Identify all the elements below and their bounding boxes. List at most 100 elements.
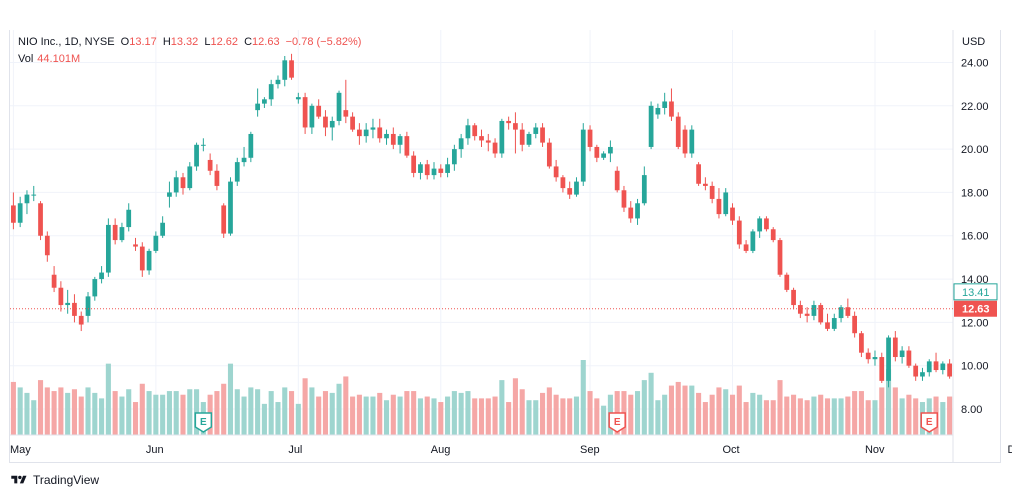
- volume-bar: [648, 372, 654, 435]
- symbol-label[interactable]: NIO Inc., 1D, NYSE: [18, 36, 115, 48]
- volume-bar: [601, 405, 607, 435]
- volume-bar: [44, 387, 50, 435]
- volume-bar: [899, 398, 905, 435]
- volume-bar: [886, 369, 892, 435]
- candle-body: [472, 125, 478, 137]
- candle-body: [804, 313, 810, 316]
- candle-body: [791, 289, 796, 306]
- volume-bar: [370, 396, 376, 435]
- high-label: H: [162, 36, 171, 48]
- volume-bar: [729, 394, 736, 435]
- candle-body: [601, 153, 606, 158]
- volume-bar: [411, 391, 417, 435]
- candle-body: [207, 159, 213, 171]
- candle-body: [282, 60, 288, 80]
- y-tick-label: 16.00: [961, 231, 989, 243]
- earnings-icon: [194, 412, 213, 433]
- x-tick-label: Dec: [1007, 444, 1012, 456]
- volume-bar: [824, 398, 831, 435]
- tradingview-attribution[interactable]: TradingView: [10, 473, 99, 487]
- volume-bar: [112, 391, 118, 435]
- candle-body: [262, 99, 267, 104]
- volume-bar: [356, 394, 362, 435]
- volume-bar: [628, 394, 634, 435]
- volume-bar: [377, 392, 383, 435]
- candle-body: [614, 170, 620, 191]
- volume-bar: [255, 389, 261, 435]
- volume-bar: [757, 394, 763, 435]
- volume-bar: [153, 394, 159, 435]
- volume-bar: [451, 391, 457, 435]
- candle-body: [112, 224, 118, 241]
- volume-bar: [770, 400, 776, 435]
- candle-body: [357, 129, 362, 137]
- candle-body: [302, 97, 308, 128]
- candle-body: [580, 129, 586, 182]
- volume-bar: [71, 389, 77, 435]
- y-tick-label: 10.00: [961, 361, 989, 373]
- candle-body: [180, 177, 186, 189]
- volume-bar: [350, 396, 356, 435]
- earnings-marker[interactable]: E: [608, 412, 626, 433]
- volume-bar: [17, 387, 23, 435]
- price-tag-up-box: [953, 283, 998, 301]
- candle-body: [92, 279, 98, 297]
- candle-body: [770, 229, 776, 241]
- open-label: O: [120, 36, 130, 48]
- volume-bar: [716, 387, 722, 435]
- volume-bar: [540, 392, 546, 435]
- x-tick-label: Nov: [865, 444, 885, 456]
- volume-bar: [275, 402, 281, 435]
- volume-bar: [465, 391, 471, 435]
- candle-body: [458, 138, 464, 150]
- candle-body: [438, 168, 444, 173]
- volume-bar: [268, 391, 274, 435]
- candle-body: [72, 302, 77, 316]
- earnings-marker[interactable]: E: [920, 412, 939, 433]
- candle-body: [669, 101, 674, 117]
- y-tick-label: 12.00: [961, 317, 989, 329]
- x-tick-label: Jun: [146, 444, 164, 456]
- volume-bar: [10, 381, 16, 435]
- candle-body: [146, 250, 152, 271]
- volume-bar: [913, 398, 919, 435]
- candles: [11, 53, 952, 388]
- candle-body: [743, 244, 749, 251]
- candle-body: [11, 205, 16, 223]
- y-tick-label: 14.00: [961, 274, 989, 286]
- volume-bar: [51, 391, 57, 435]
- candle-body: [200, 144, 206, 146]
- volume-bar: [526, 400, 532, 435]
- volume-bar: [146, 391, 152, 435]
- volume-bar: [777, 380, 783, 435]
- volume-bar: [383, 400, 390, 435]
- close-value: 12.63: [252, 36, 280, 48]
- volume-bar: [879, 387, 885, 435]
- candle-body: [133, 244, 138, 247]
- volume-bar: [743, 402, 749, 435]
- candle-body: [31, 194, 37, 196]
- candle-body: [85, 296, 91, 316]
- volume-bar: [791, 394, 797, 435]
- volume-bar: [804, 400, 810, 435]
- volume-bar: [282, 387, 288, 435]
- volume-bar: [78, 396, 84, 435]
- candle-body: [879, 357, 885, 381]
- candle-body: [838, 307, 844, 319]
- candle-body: [635, 203, 640, 219]
- currency-label[interactable]: USD: [962, 36, 986, 48]
- volume-bar: [736, 385, 742, 435]
- earnings-marker[interactable]: E: [194, 412, 213, 433]
- candle-body: [553, 166, 559, 178]
- tradingview-logo-icon: [11, 475, 27, 484]
- candle-body: [234, 162, 240, 182]
- candle-body: [546, 142, 552, 167]
- y-tick-label: 20.00: [961, 144, 989, 156]
- x-tick-label: May: [10, 444, 31, 456]
- candle-body: [479, 136, 484, 141]
- close-label: C: [244, 36, 253, 48]
- candle-body: [628, 207, 634, 219]
- volume-bar: [58, 387, 64, 435]
